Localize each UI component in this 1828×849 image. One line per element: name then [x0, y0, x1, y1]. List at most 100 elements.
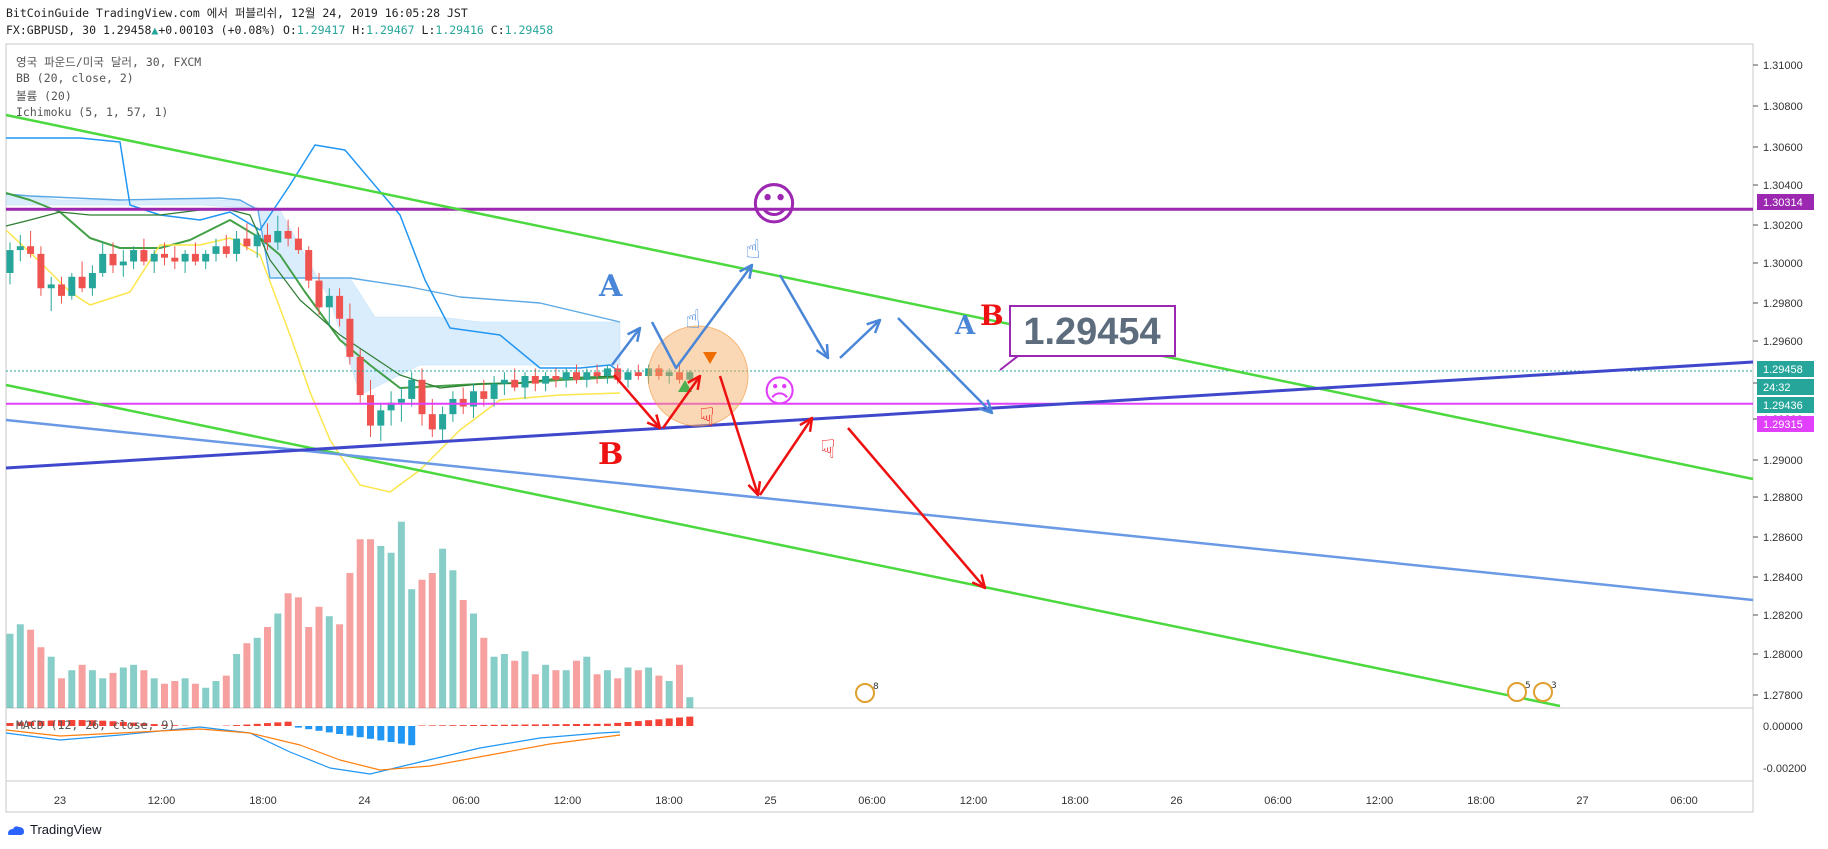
candle-body: [676, 372, 683, 380]
volume-bar: [222, 675, 230, 708]
blue-arrow-5: [897, 317, 993, 414]
label-a-left: A: [598, 269, 623, 304]
candle-body: [387, 402, 395, 411]
x-axis-label: 26: [1170, 795, 1182, 807]
volume-bar: [624, 667, 632, 708]
event-count: 3: [1551, 681, 1557, 691]
candle-body: [542, 376, 550, 384]
macd-histogram-bar: [99, 720, 107, 726]
volume-bar: [58, 678, 65, 708]
x-axis-label: 12:00: [960, 795, 988, 807]
cloud-logo-icon: [8, 825, 24, 835]
price-tag: 24:32: [1763, 382, 1791, 394]
macd-histogram-bar: [542, 724, 550, 726]
blue-arrow-4-head: [866, 318, 882, 334]
volume-bar: [593, 674, 601, 708]
volume-bar: [634, 670, 642, 708]
legend-ichimoku[interactable]: Ichimoku (5, 1, 57, 1): [16, 105, 169, 119]
volume-bar: [274, 613, 282, 708]
volume-bar: [284, 593, 292, 708]
candle-body: [439, 414, 447, 430]
volume-bar: [665, 681, 673, 708]
y-axis-label: 1.29000: [1763, 455, 1803, 467]
volume-bar: [68, 670, 76, 708]
red-arrow-2: [661, 375, 702, 429]
macd-histogram-bar: [367, 726, 374, 739]
macd-histogram-bar: [624, 722, 632, 726]
volume-bar: [78, 664, 86, 708]
macd-histogram-bar: [603, 723, 611, 726]
candle-body: [78, 276, 86, 289]
macd-histogram-bar: [418, 725, 426, 726]
x-axis-label: 25: [764, 795, 776, 807]
macd-histogram-bar: [377, 726, 385, 741]
green-up-arrow-icon: [678, 380, 692, 392]
candle-body: [686, 372, 694, 380]
rising-support-line: [5, 360, 1754, 470]
candle-body: [47, 284, 55, 289]
volume-bar: [264, 627, 271, 708]
macd-histogram-bar: [511, 724, 519, 726]
volume-bar: [676, 664, 683, 708]
candle-body: [233, 238, 241, 254]
red-arrow-5: [847, 427, 986, 589]
macd-histogram-bar: [562, 724, 570, 726]
x-axis-label: 18:00: [249, 795, 277, 807]
red-arrow-2-head: [687, 374, 702, 391]
low-label: L:: [421, 23, 436, 37]
tradingview-logo[interactable]: TradingView: [6, 822, 102, 837]
volume-bar: [88, 670, 96, 708]
macd-histogram-bar: [140, 723, 148, 726]
price-tag-bg: [1757, 361, 1814, 377]
candle-body: [397, 398, 405, 403]
candle-body: [181, 253, 189, 262]
macd-histogram-bar: [78, 720, 86, 726]
candle-body: [6, 250, 14, 273]
candle-body: [634, 372, 642, 376]
candle-body: [356, 356, 364, 396]
macd-histogram-bar: [645, 720, 653, 726]
volume-bar: [521, 651, 529, 708]
candle-body: [212, 246, 220, 254]
mid-channel-line: [5, 418, 1754, 602]
macd-axis-label: -0.00200: [1763, 763, 1806, 775]
macd-histogram-bar: [665, 718, 673, 726]
price-tag: 1.29436: [1763, 400, 1803, 412]
volume-bar: [367, 539, 374, 708]
macd-histogram-bar: [315, 726, 323, 731]
pointing-hand-icon: ☟: [699, 403, 715, 433]
macd-histogram-bar: [16, 722, 24, 726]
price-callout-text: 1.29454: [1023, 311, 1160, 353]
candle-body: [109, 253, 117, 266]
volume-bar: [470, 613, 477, 708]
symbol: FX:GBPUSD, 30: [6, 23, 97, 37]
macd-axis-label: 0.00000: [1763, 721, 1803, 733]
legend-macd[interactable]: MACD (12, 26, close, 9): [16, 718, 176, 732]
volume-bar: [47, 656, 55, 708]
volume-bar: [573, 660, 580, 708]
macd-histogram-bar: [686, 716, 694, 726]
blue-arrow-1: [611, 327, 641, 366]
macd-histogram-bar: [459, 725, 467, 726]
legend-title[interactable]: 영국 파운드/미국 달러, 30, FXCM: [16, 55, 202, 69]
volume-bar: [212, 681, 220, 708]
candle-body: [294, 238, 302, 251]
red-arrow-3-head: [747, 480, 762, 497]
legend-bb[interactable]: BB (20, close, 2): [16, 71, 134, 85]
macd-histogram-bar: [88, 720, 96, 726]
red-arrow-1: [613, 374, 661, 429]
candle-body: [58, 284, 65, 296]
candle-body: [408, 379, 416, 399]
red-arrow-5-head: [971, 574, 987, 590]
candle-body: [325, 295, 333, 308]
candle-body: [305, 250, 313, 281]
candle-body: [284, 230, 292, 239]
candle-body: [274, 230, 282, 243]
x-axis-label: 27: [1576, 795, 1588, 807]
legend-volume[interactable]: 볼륨 (20): [16, 89, 72, 103]
volume-bar: [686, 697, 694, 708]
macd-histogram-bar: [294, 726, 302, 728]
macd-histogram-bar: [161, 724, 168, 726]
orange-down-arrow-icon: [703, 352, 717, 364]
